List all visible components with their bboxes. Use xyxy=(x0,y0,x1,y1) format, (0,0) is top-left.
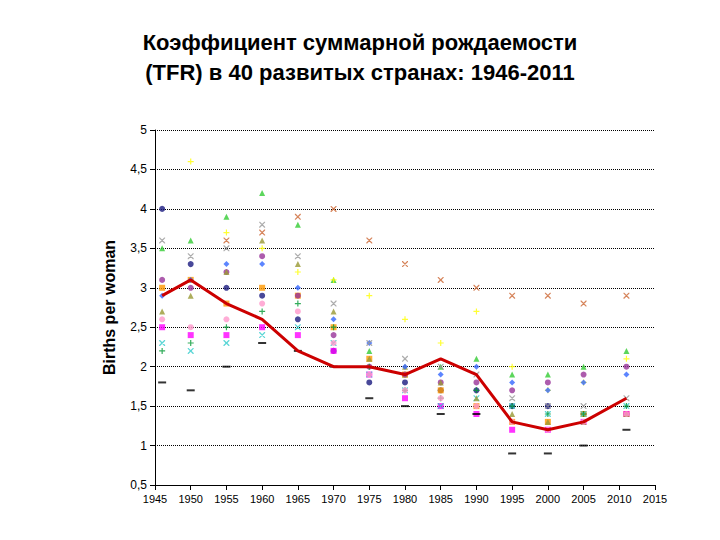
svg-text:1955: 1955 xyxy=(214,493,238,505)
svg-text:(TFR) в 40 развитых странах: 1: (TFR) в 40 развитых странах: 1946-2011 xyxy=(145,60,574,85)
svg-text:1950: 1950 xyxy=(178,493,202,505)
svg-text:3,5: 3,5 xyxy=(130,241,147,255)
svg-text:1995: 1995 xyxy=(500,493,524,505)
svg-text:3: 3 xyxy=(140,281,147,295)
svg-text:1985: 1985 xyxy=(428,493,452,505)
svg-text:Коэффициент суммарной рождаемо: Коэффициент суммарной рождаемости xyxy=(143,30,578,55)
svg-text:2010: 2010 xyxy=(607,493,631,505)
svg-text:1,5: 1,5 xyxy=(130,399,147,413)
svg-text:1965: 1965 xyxy=(286,493,310,505)
svg-text:2,5: 2,5 xyxy=(130,320,147,334)
svg-text:2015: 2015 xyxy=(643,493,667,505)
svg-text:4: 4 xyxy=(140,202,147,216)
svg-text:2000: 2000 xyxy=(536,493,560,505)
svg-text:1945: 1945 xyxy=(143,493,167,505)
svg-text:5: 5 xyxy=(140,123,147,137)
svg-text:1960: 1960 xyxy=(250,493,274,505)
svg-text:1975: 1975 xyxy=(357,493,381,505)
svg-text:1980: 1980 xyxy=(393,493,417,505)
svg-text:1970: 1970 xyxy=(321,493,345,505)
svg-text:1990: 1990 xyxy=(464,493,488,505)
svg-text:0,5: 0,5 xyxy=(130,478,147,492)
svg-text:4,5: 4,5 xyxy=(130,162,147,176)
svg-text:2005: 2005 xyxy=(571,493,595,505)
svg-text:1: 1 xyxy=(140,439,147,453)
svg-text:Births per woman: Births per woman xyxy=(101,240,118,375)
svg-text:2: 2 xyxy=(140,360,147,374)
